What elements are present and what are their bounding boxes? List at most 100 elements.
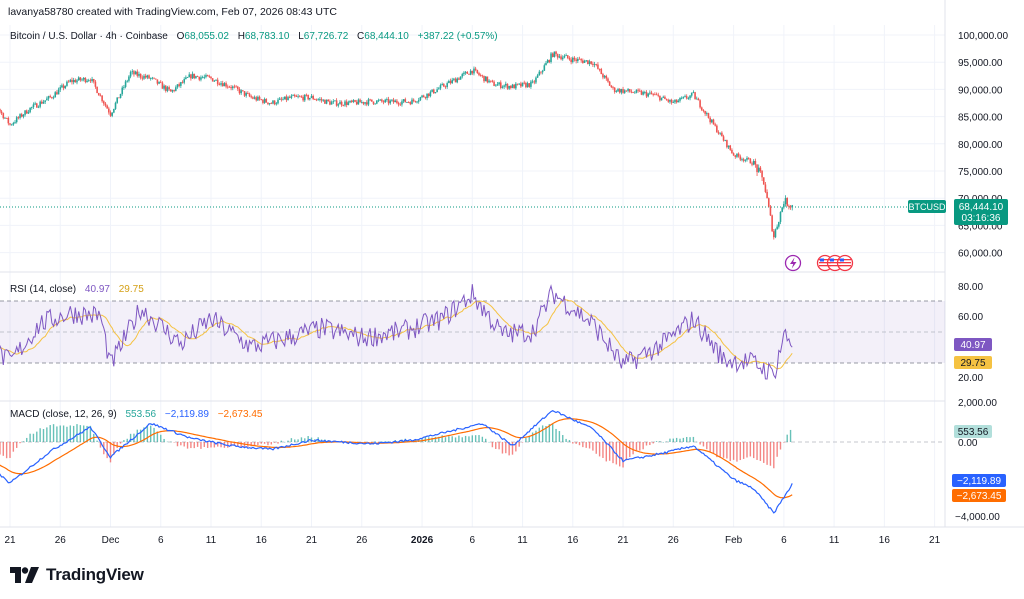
candle-body[interactable]	[540, 71, 542, 73]
candle-body[interactable]	[640, 91, 643, 95]
candle-body[interactable]	[558, 56, 561, 58]
candle-body[interactable]	[474, 68, 477, 70]
candle-body[interactable]	[19, 114, 21, 118]
candle-body[interactable]	[550, 53, 552, 63]
candle-body[interactable]	[39, 101, 41, 107]
candle-body[interactable]	[761, 171, 763, 178]
candle-body[interactable]	[431, 89, 433, 92]
candle-body[interactable]	[396, 100, 398, 103]
candle-body[interactable]	[183, 79, 185, 83]
candle-body[interactable]	[144, 75, 147, 78]
candle-body[interactable]	[789, 206, 792, 208]
candle-body[interactable]	[647, 93, 649, 97]
candle-body[interactable]	[309, 97, 311, 100]
candle-body[interactable]	[659, 95, 661, 101]
candle-body[interactable]	[37, 106, 40, 108]
candle-body[interactable]	[273, 100, 276, 105]
candle-body[interactable]	[657, 94, 660, 96]
candle-body[interactable]	[655, 94, 658, 96]
candle-body[interactable]	[518, 83, 520, 85]
candle-body[interactable]	[513, 84, 515, 89]
candle-body[interactable]	[464, 71, 467, 73]
candle-body[interactable]	[376, 100, 378, 104]
candle-body[interactable]	[230, 87, 232, 89]
candle-body[interactable]	[781, 207, 783, 212]
candle-body[interactable]	[699, 100, 701, 108]
candle-body[interactable]	[459, 76, 462, 80]
candle-body[interactable]	[560, 56, 562, 60]
candle-body[interactable]	[510, 85, 512, 88]
candle-body[interactable]	[319, 99, 321, 100]
candle-body[interactable]	[448, 80, 450, 84]
candle-body[interactable]	[667, 99, 670, 102]
candle-body[interactable]	[541, 70, 544, 73]
candle-body[interactable]	[712, 119, 715, 125]
candle-body[interactable]	[0, 111, 3, 114]
candle-body[interactable]	[451, 79, 453, 84]
candle-body[interactable]	[36, 103, 38, 108]
candle-body[interactable]	[357, 99, 360, 105]
candle-body[interactable]	[412, 99, 415, 101]
candle-body[interactable]	[180, 82, 182, 86]
candle-body[interactable]	[268, 103, 271, 105]
candle-body[interactable]	[515, 83, 517, 89]
candle-body[interactable]	[238, 89, 241, 94]
candle-body[interactable]	[649, 92, 651, 94]
candle-body[interactable]	[722, 136, 725, 141]
candle-body[interactable]	[260, 99, 263, 101]
candle-body[interactable]	[737, 153, 740, 157]
candle-body[interactable]	[757, 167, 760, 173]
candle-body[interactable]	[407, 102, 410, 103]
candle-body[interactable]	[511, 84, 514, 88]
candle-body[interactable]	[443, 84, 445, 87]
candle-body[interactable]	[347, 102, 350, 105]
candle-body[interactable]	[143, 75, 145, 79]
candle-body[interactable]	[290, 95, 293, 98]
candle-body[interactable]	[312, 95, 314, 100]
candle-body[interactable]	[136, 71, 139, 76]
candle-body[interactable]	[747, 157, 750, 159]
candle-body[interactable]	[468, 73, 470, 75]
candle-body[interactable]	[158, 81, 160, 84]
candle-body[interactable]	[191, 73, 194, 79]
candle-body[interactable]	[240, 90, 242, 94]
candle-body[interactable]	[14, 122, 16, 123]
candle-body[interactable]	[190, 74, 192, 79]
candle-body[interactable]	[226, 86, 229, 88]
candle-body[interactable]	[15, 117, 18, 123]
candle-body[interactable]	[4, 117, 6, 119]
candle-body[interactable]	[263, 99, 266, 103]
candle-body[interactable]	[71, 79, 73, 83]
candle-body[interactable]	[129, 72, 132, 77]
candle-body[interactable]	[287, 97, 289, 101]
candle-body[interactable]	[488, 80, 490, 83]
candle-body[interactable]	[168, 87, 170, 90]
candle-body[interactable]	[727, 145, 730, 148]
candle-body[interactable]	[721, 132, 723, 137]
candle-body[interactable]	[205, 75, 207, 77]
candle-body[interactable]	[429, 91, 432, 97]
candle-body[interactable]	[91, 78, 93, 82]
candle-body[interactable]	[170, 89, 172, 92]
candle-body[interactable]	[501, 86, 504, 88]
candle-body[interactable]	[116, 97, 118, 103]
candle-body[interactable]	[203, 76, 206, 78]
candle-body[interactable]	[270, 103, 273, 105]
candle-body[interactable]	[141, 77, 144, 79]
candle-body[interactable]	[469, 70, 472, 75]
candle-body[interactable]	[444, 86, 447, 88]
candle-body[interactable]	[766, 191, 768, 199]
candle-body[interactable]	[262, 99, 264, 103]
candle-body[interactable]	[769, 206, 772, 216]
candle-body[interactable]	[764, 184, 767, 192]
candle-body[interactable]	[568, 57, 571, 60]
candle-body[interactable]	[494, 85, 497, 87]
candle-body[interactable]	[416, 101, 418, 103]
candle-body[interactable]	[628, 89, 631, 92]
candle-body[interactable]	[635, 89, 638, 93]
candle-body[interactable]	[302, 96, 304, 101]
candle-body[interactable]	[578, 58, 581, 60]
candle-body[interactable]	[582, 60, 584, 63]
candle-body[interactable]	[59, 87, 62, 90]
candle-body[interactable]	[767, 198, 770, 207]
